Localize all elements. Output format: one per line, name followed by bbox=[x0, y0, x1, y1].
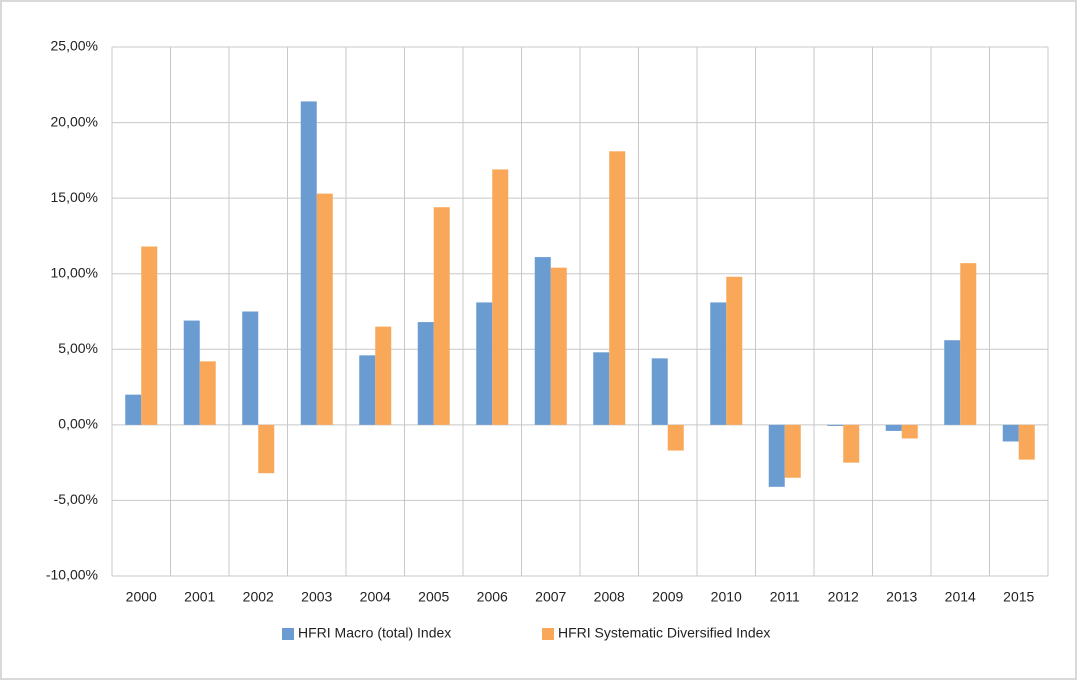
bar bbox=[593, 352, 610, 425]
bar bbox=[710, 302, 727, 425]
x-tick-label: 2001 bbox=[184, 589, 215, 605]
bar bbox=[651, 358, 668, 425]
x-tick-label: 2007 bbox=[535, 589, 566, 605]
legend-swatch bbox=[542, 628, 554, 640]
x-tick-label: 2011 bbox=[770, 589, 800, 605]
legend-label: HFRI Macro (total) Index bbox=[298, 625, 451, 641]
x-tick-label: 2005 bbox=[418, 589, 449, 605]
bar bbox=[960, 263, 977, 425]
x-tick-label: 2013 bbox=[886, 589, 917, 605]
bar bbox=[885, 424, 902, 431]
bar bbox=[417, 322, 434, 425]
bar bbox=[1002, 424, 1019, 442]
bar bbox=[944, 340, 961, 425]
bar bbox=[609, 151, 626, 425]
bar bbox=[183, 320, 200, 425]
y-tick-label: -10,00% bbox=[46, 567, 98, 583]
x-tick-label: 2015 bbox=[1003, 589, 1034, 605]
y-tick-label: 15,00% bbox=[51, 189, 98, 205]
bar bbox=[768, 424, 785, 487]
x-tick-label: 2002 bbox=[243, 589, 274, 605]
x-tick-label: 2008 bbox=[594, 589, 625, 605]
x-tick-label: 2012 bbox=[828, 589, 859, 605]
bar bbox=[300, 101, 317, 425]
bar bbox=[784, 424, 801, 478]
legend-swatch bbox=[282, 628, 294, 640]
bar bbox=[843, 424, 860, 463]
bar bbox=[316, 193, 333, 425]
bar bbox=[901, 424, 918, 439]
x-tick-label: 2004 bbox=[360, 589, 391, 605]
bar bbox=[492, 169, 509, 425]
x-tick-label: 2010 bbox=[711, 589, 742, 605]
bar bbox=[827, 424, 844, 426]
x-tick-label: 2003 bbox=[301, 589, 332, 605]
bar bbox=[534, 257, 551, 425]
bar bbox=[726, 276, 743, 425]
bar bbox=[125, 394, 142, 425]
x-tick-label: 2009 bbox=[652, 589, 683, 605]
bar bbox=[667, 424, 684, 451]
bar bbox=[433, 207, 450, 425]
bar bbox=[141, 246, 158, 425]
y-tick-label: -5,00% bbox=[54, 491, 98, 507]
x-tick-label: 2006 bbox=[477, 589, 508, 605]
y-tick-label: 20,00% bbox=[51, 113, 98, 129]
legend-label: HFRI Systematic Diversified Index bbox=[558, 625, 770, 641]
y-tick-label: 0,00% bbox=[58, 416, 98, 432]
y-tick-label: 5,00% bbox=[58, 340, 98, 356]
bar bbox=[199, 361, 216, 425]
bar bbox=[359, 355, 376, 425]
bar bbox=[242, 311, 259, 425]
x-tick-label: 2000 bbox=[126, 589, 157, 605]
bar bbox=[375, 326, 392, 425]
bar bbox=[258, 424, 275, 474]
x-tick-label: 2014 bbox=[945, 589, 976, 605]
y-tick-label: 10,00% bbox=[51, 264, 98, 280]
y-tick-label: 25,00% bbox=[51, 38, 98, 54]
bar bbox=[1018, 424, 1035, 460]
bar bbox=[550, 267, 567, 425]
bar bbox=[476, 302, 493, 425]
